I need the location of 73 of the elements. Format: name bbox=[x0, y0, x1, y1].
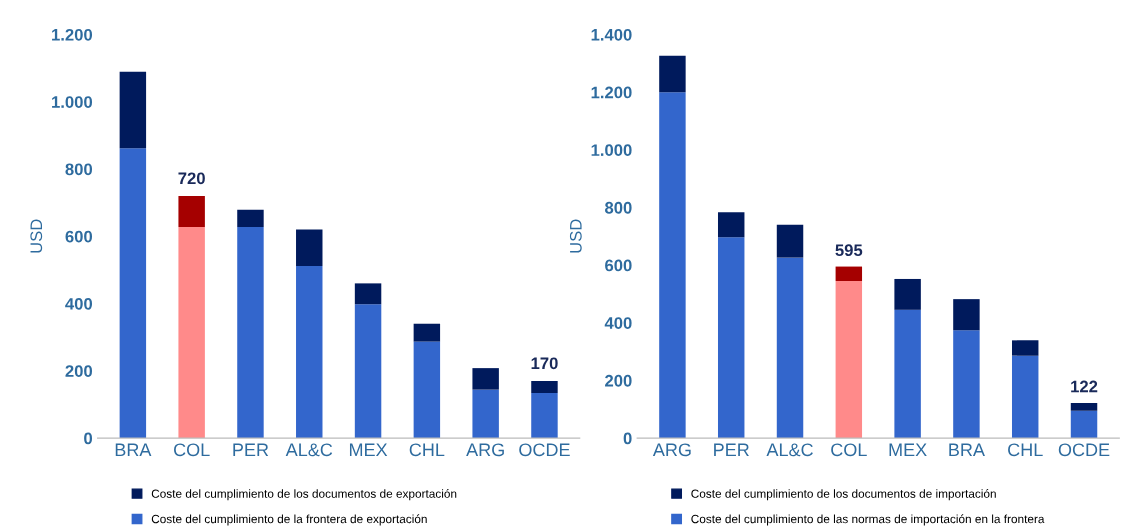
y-tick-label: 0 bbox=[623, 432, 632, 445]
bar bbox=[413, 341, 441, 439]
y-axis-title: USD bbox=[569, 219, 582, 253]
bar bbox=[237, 209, 264, 227]
x-tick-label: MEX bbox=[349, 443, 388, 457]
legend-label: Coste del cumplimiento de las normas de importación en la frontera bbox=[691, 514, 1045, 526]
bar bbox=[835, 280, 863, 439]
y-tick-label: 400 bbox=[604, 317, 632, 329]
x-tick-label: ARG bbox=[652, 443, 691, 457]
bar bbox=[119, 71, 147, 149]
bar bbox=[354, 304, 382, 439]
bar bbox=[776, 224, 804, 258]
x-tick-label: COL bbox=[174, 443, 210, 457]
y-tick-label: 600 bbox=[605, 259, 632, 272]
bar bbox=[776, 257, 804, 439]
total-label: 595 bbox=[835, 244, 863, 257]
bar bbox=[531, 393, 558, 439]
x-tick-label: CHL bbox=[409, 443, 445, 457]
bar bbox=[472, 368, 499, 390]
bar bbox=[717, 237, 745, 439]
bar bbox=[1070, 410, 1098, 439]
x-tick-label: BRA bbox=[949, 443, 985, 457]
total-label: 720 bbox=[178, 172, 205, 185]
y-tick-label: 0 bbox=[84, 432, 93, 445]
bar bbox=[894, 309, 921, 439]
x-tick-label: COL bbox=[831, 443, 867, 457]
bar bbox=[178, 226, 205, 439]
x-tick-label: CHL bbox=[1008, 443, 1043, 457]
bar bbox=[717, 212, 745, 238]
bar bbox=[659, 92, 686, 439]
bar bbox=[835, 266, 863, 281]
y-tick-label: 1.200 bbox=[591, 86, 632, 99]
y-tick-label: 600 bbox=[65, 230, 93, 243]
bar bbox=[1011, 355, 1039, 439]
bar bbox=[659, 55, 686, 93]
bar bbox=[178, 195, 205, 227]
legend-label: Coste del cumplimiento de los documentos de importación bbox=[691, 489, 996, 501]
y-tick-label: 800 bbox=[65, 163, 93, 176]
y-tick-label: 1.000 bbox=[52, 96, 93, 108]
x-tick-label: PER bbox=[233, 443, 269, 457]
total-label: 122 bbox=[1071, 380, 1098, 393]
bar bbox=[472, 389, 499, 439]
x-tick-label: BRA bbox=[115, 443, 152, 457]
x-tick-label: PER bbox=[714, 443, 749, 457]
bar bbox=[1011, 340, 1039, 356]
y-tick-label: 1.400 bbox=[591, 28, 632, 41]
x-tick-label: AL&C bbox=[766, 443, 813, 457]
bar bbox=[237, 226, 264, 439]
total-label: 170 bbox=[531, 357, 558, 370]
bar bbox=[953, 330, 980, 439]
bar bbox=[296, 265, 323, 439]
y-axis-title: USD bbox=[30, 219, 43, 253]
legend-label: Coste del cumplimiento de la frontera de exportación bbox=[151, 514, 427, 526]
legend-label: Coste del cumplimiento de los documentos de exportación bbox=[151, 489, 457, 501]
bar bbox=[296, 229, 323, 266]
x-tick-label: OCDE bbox=[519, 443, 570, 457]
y-tick-label: 400 bbox=[65, 297, 93, 310]
y-tick-label: 1.200 bbox=[52, 28, 93, 41]
x-tick-label: ARG bbox=[466, 443, 504, 457]
bar bbox=[953, 299, 980, 331]
bar bbox=[1070, 402, 1098, 411]
bar bbox=[354, 283, 382, 305]
y-tick-label: 200 bbox=[65, 365, 93, 378]
bar bbox=[413, 323, 441, 342]
y-tick-label: 200 bbox=[605, 374, 632, 387]
y-tick-label: 800 bbox=[605, 201, 632, 214]
bar bbox=[119, 148, 147, 439]
bar bbox=[531, 380, 558, 394]
bar bbox=[894, 278, 921, 310]
x-tick-label: OCDE bbox=[1058, 443, 1110, 457]
y-tick-label: 1.000 bbox=[591, 144, 632, 157]
x-tick-label: MEX bbox=[889, 443, 927, 457]
x-tick-label: AL&C bbox=[285, 443, 333, 457]
